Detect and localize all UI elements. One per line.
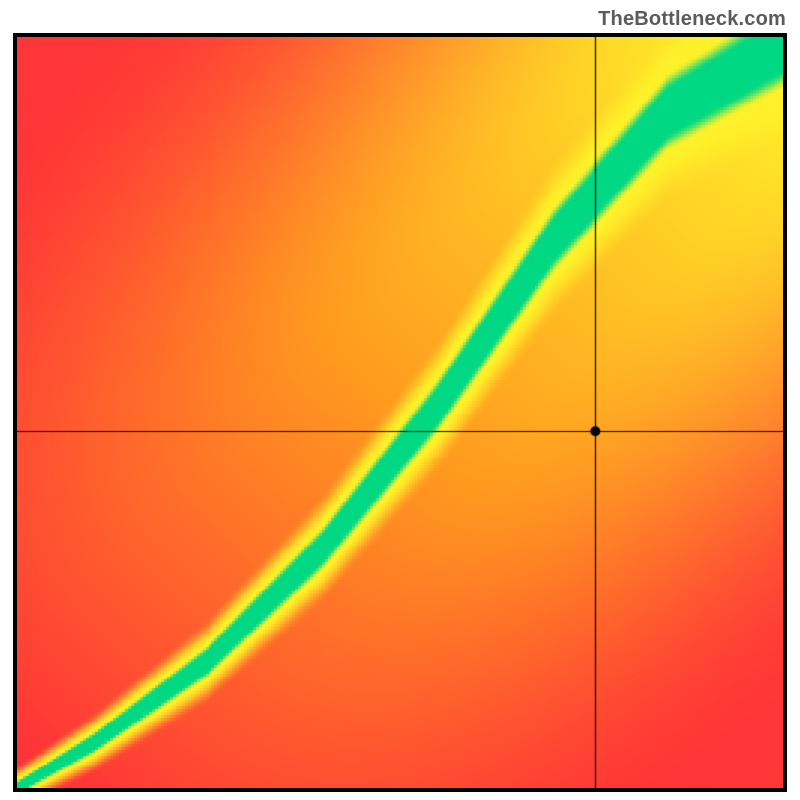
- plot-frame: [13, 33, 787, 792]
- heatmap-plot: [17, 37, 783, 788]
- crosshair-overlay: [17, 37, 783, 788]
- figure-container: TheBottleneck.com: [0, 0, 800, 800]
- watermark-text: TheBottleneck.com: [598, 8, 786, 31]
